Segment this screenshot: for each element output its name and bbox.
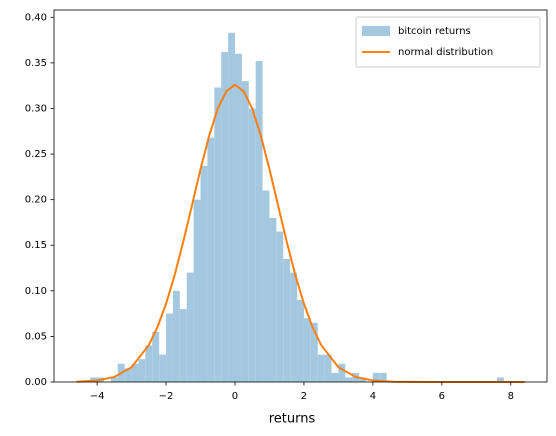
x-tick-label: 4 — [370, 391, 376, 402]
x-tick-label: 8 — [508, 391, 514, 402]
histogram-bar — [234, 53, 242, 382]
histogram-bar — [283, 258, 291, 382]
legend-box — [355, 16, 541, 68]
y-tick-label: 0.20 — [25, 195, 47, 206]
y-tick-label: 0.25 — [25, 149, 47, 160]
histogram-bar — [159, 354, 167, 382]
histogram-bar — [248, 108, 256, 383]
x-tick-label: 6 — [439, 391, 445, 402]
histogram-bar — [172, 290, 180, 382]
histogram-bar — [276, 231, 284, 382]
histogram-bar — [379, 372, 387, 382]
histogram-bar — [186, 272, 194, 382]
x-tick-label: −2 — [159, 391, 174, 402]
y-tick-label: 0.10 — [25, 286, 47, 297]
histogram-bar — [317, 354, 325, 382]
histogram-bar — [138, 359, 146, 382]
histogram-bar — [228, 32, 235, 382]
histogram-bar — [200, 165, 208, 382]
histogram-bar — [131, 363, 139, 382]
histogram-bar — [145, 345, 153, 382]
legend-swatch — [362, 26, 390, 36]
x-tick-label: 2 — [301, 391, 307, 402]
y-tick-label: 0.05 — [25, 331, 47, 342]
y-tick-label: 0.00 — [25, 377, 47, 388]
histogram-bar — [303, 318, 311, 382]
histogram-bar — [241, 81, 249, 382]
histogram-bar — [207, 137, 215, 382]
legend-label: normal distribution — [398, 47, 493, 58]
histogram-bar — [124, 368, 132, 382]
x-axis-label: returns — [269, 412, 316, 427]
histogram-bar — [214, 87, 222, 382]
histogram-bar — [255, 61, 263, 382]
histogram-bar — [193, 199, 201, 382]
line — [76, 83, 525, 383]
histogram-bar — [338, 363, 346, 382]
histogram-bar — [90, 377, 98, 382]
y-tick-label: 0.15 — [25, 240, 47, 251]
legend-label: bitcoin returns — [398, 26, 471, 37]
plot-frame — [53, 9, 548, 383]
histogram-bar — [290, 272, 298, 382]
histogram-bar — [179, 309, 187, 382]
y-tick-label: 0.40 — [25, 12, 47, 23]
histogram-bar — [331, 372, 339, 382]
histogram-bar — [166, 313, 173, 382]
x-tick-label: −4 — [90, 391, 105, 402]
x-tick-label: 0 — [232, 391, 238, 402]
histogram-bar — [497, 377, 504, 382]
histogram-bar — [359, 377, 367, 382]
y-tick-label: 0.35 — [25, 58, 47, 69]
histogram-bar — [110, 377, 118, 382]
histogram-bar — [221, 51, 229, 383]
histogram-bar — [152, 331, 160, 382]
histogram-bar — [324, 354, 332, 382]
histogram-bar — [345, 377, 353, 382]
histogram-bar — [310, 322, 318, 382]
histogram-bar — [297, 299, 304, 382]
y-tick-label: 0.30 — [25, 103, 47, 114]
histogram-bar — [372, 372, 380, 382]
histogram-bar — [269, 217, 277, 382]
histogram-bar — [262, 190, 270, 382]
